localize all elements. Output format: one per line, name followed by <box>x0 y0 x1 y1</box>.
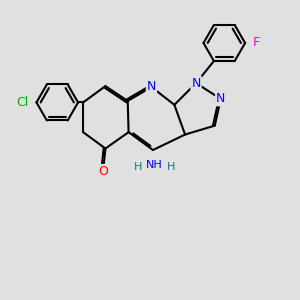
Text: N: N <box>147 80 156 94</box>
Text: N: N <box>216 92 225 105</box>
Text: H: H <box>167 162 176 172</box>
Text: H: H <box>134 162 142 172</box>
Text: Cl: Cl <box>16 96 28 109</box>
Text: N: N <box>191 76 201 90</box>
Text: NH: NH <box>146 160 163 170</box>
Text: O: O <box>98 165 108 178</box>
Text: F: F <box>253 36 260 49</box>
